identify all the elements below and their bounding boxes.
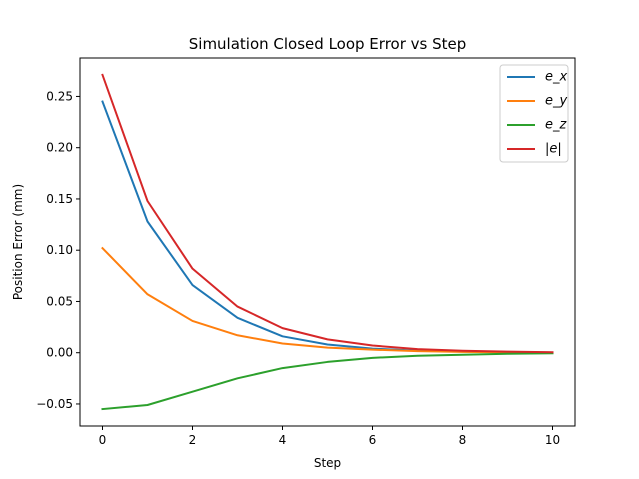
y-tick-label: 0.05 xyxy=(46,294,73,308)
axes-frame xyxy=(79,57,576,427)
y-tick-label: 0.00 xyxy=(46,346,73,360)
y-tick-label: 0.25 xyxy=(46,89,73,103)
x-tick-label: 4 xyxy=(279,433,287,447)
legend-label-3: |e| xyxy=(545,142,562,157)
legend-label-0: e_x xyxy=(545,70,567,85)
y-tick-label: −0.05 xyxy=(36,397,73,411)
legend: e_x e_y e_z |e| xyxy=(499,64,569,163)
series-line-2 xyxy=(101,352,554,411)
y-tick-label: 0.20 xyxy=(46,141,73,155)
series-line-3 xyxy=(101,73,554,354)
y-tick-label: 0.15 xyxy=(46,192,73,206)
x-axis-title: Step xyxy=(314,456,341,470)
x-tick-label: 0 xyxy=(99,433,107,447)
y-tick-label: 0.10 xyxy=(46,243,73,257)
x-tick-label: 8 xyxy=(459,433,467,447)
x-tick-label: 2 xyxy=(189,433,197,447)
y-axis-title: Position Error (mm) xyxy=(11,184,25,300)
x-tick-label: 6 xyxy=(369,433,377,447)
legend-box xyxy=(499,64,569,163)
legend-label-1: e_y xyxy=(545,94,567,109)
chart-title: Simulation Closed Loop Error vs Step xyxy=(189,35,467,53)
legend-label-2: e_z xyxy=(545,118,567,133)
x-tick-label: 10 xyxy=(545,433,560,447)
plot-area: 0 2 4 6 8 10 −0.05 0.00 0.05 0.10 0.15 0.20 0.25 xyxy=(36,57,576,447)
